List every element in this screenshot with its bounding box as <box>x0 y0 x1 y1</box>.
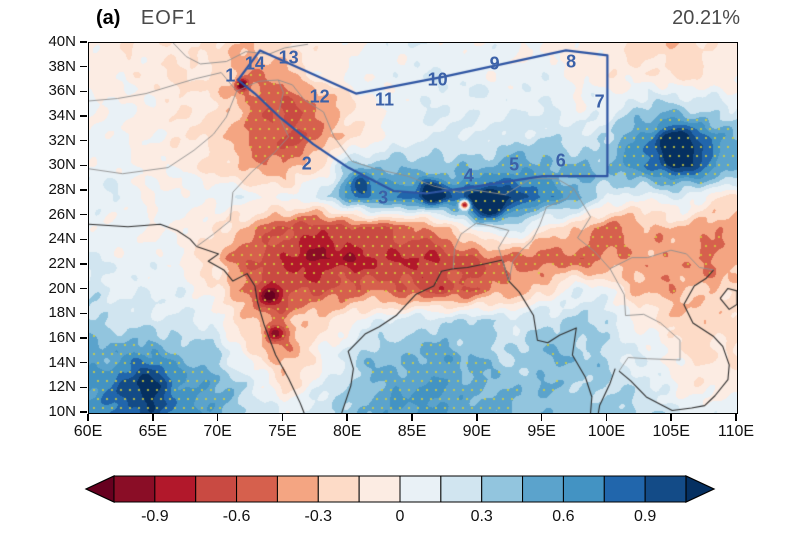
y-tick-label: 34N <box>48 107 76 124</box>
colorbar-tick-label: -0.9 <box>141 508 169 525</box>
y-tick-mark <box>80 337 87 339</box>
colorbar-segment <box>481 475 524 503</box>
colorbar-segment <box>644 475 687 503</box>
x-tick-label: 105E <box>652 423 690 440</box>
colorbar-segment <box>154 475 197 503</box>
y-tick-mark <box>80 263 87 265</box>
y-tick-label: 22N <box>48 255 76 272</box>
x-tick-label: 80E <box>332 423 362 440</box>
y-tick-mark <box>80 115 87 117</box>
y-tick-mark <box>80 164 87 167</box>
y-tick-mark <box>80 41 87 43</box>
colorbar-arrow-right <box>685 475 716 503</box>
y-tick-mark <box>80 65 87 68</box>
x-tick-mark <box>476 414 478 421</box>
x-tick-mark <box>735 414 737 421</box>
y-tick-label: 12N <box>48 378 76 396</box>
y-tick-label: 36N <box>48 82 76 100</box>
colorbar-segment <box>276 475 319 503</box>
colorbar-tick-label: -0.3 <box>304 508 332 525</box>
y-tick-mark <box>80 213 87 216</box>
x-tick-label: 90E <box>462 423 492 440</box>
colorbar-segment <box>522 475 564 503</box>
map-canvas <box>89 43 737 413</box>
x-tick-mark <box>87 414 89 421</box>
y-tick-mark <box>80 139 87 142</box>
y-tick-mark <box>80 411 87 413</box>
x-tick-mark <box>605 414 608 421</box>
x-tick-mark <box>670 414 672 421</box>
colorbar-segment <box>195 475 238 503</box>
x-tick-mark <box>540 414 543 421</box>
colorbar-segment <box>236 475 278 503</box>
y-tick-label: 24N <box>48 230 76 248</box>
y-tick-mark <box>80 386 87 389</box>
y-tick-label: 38N <box>48 57 76 75</box>
colorbar-segment <box>562 475 605 503</box>
colorbar-tick-label: -0.6 <box>223 508 251 525</box>
x-tick-label: 70E <box>203 423 232 440</box>
colorbar-tick-label: 0.6 <box>552 508 574 525</box>
y-tick-label: 26N <box>48 205 76 223</box>
y-tick-label: 16N <box>48 329 76 346</box>
y-tick-mark <box>80 189 87 191</box>
colorbar: -0.9 -0.6 -0.3 0 0.3 0.6 0.9 <box>84 470 716 530</box>
x-tick-label: 110E <box>717 423 755 440</box>
x-tick-label: 95E <box>527 423 556 440</box>
y-tick-mark <box>80 312 87 315</box>
x-tick-mark <box>281 414 284 421</box>
figure-title: EOF1 <box>140 7 198 29</box>
x-tick-mark <box>411 414 413 421</box>
colorbar-segment <box>113 475 156 503</box>
x-tick-label: 75E <box>268 423 297 440</box>
y-tick-mark <box>80 361 87 364</box>
y-tick-label: 32N <box>48 131 76 149</box>
colorbar-segment <box>603 475 646 503</box>
panel-label: (a) <box>96 7 121 29</box>
variance-percentage: 20.21% <box>672 7 740 29</box>
y-tick-label: 14N <box>48 353 76 371</box>
y-tick-label: 20N <box>48 279 76 297</box>
colorbar-segment <box>399 475 442 503</box>
y-tick-mark <box>80 238 87 241</box>
y-tick-label: 40N <box>48 33 76 50</box>
figure-header: (a) EOF1 <box>96 7 197 30</box>
colorbar-tick-label: 0.9 <box>634 508 656 525</box>
y-tick-label: 28N <box>48 181 76 198</box>
colorbar-tick-label: 0 <box>396 508 405 525</box>
x-tick-label: 100E <box>587 423 626 440</box>
x-tick-label: 65E <box>138 423 168 440</box>
y-tick-mark <box>80 90 87 93</box>
colorbar-arrow-left <box>84 475 115 503</box>
y-tick-label: 10N <box>48 403 76 420</box>
y-tick-label: 30N <box>48 156 76 174</box>
x-tick-mark <box>346 414 348 421</box>
colorbar-segment <box>440 475 483 503</box>
colorbar-tick-label: 0.3 <box>471 508 493 525</box>
y-tick-label: 18N <box>48 304 76 322</box>
y-tick-mark <box>80 287 87 290</box>
map-plot-area: 1 2 3 4 5 6 7 8 9 10 11 12 13 14 <box>88 42 738 414</box>
colorbar-segment <box>317 475 360 503</box>
x-tick-mark <box>152 414 154 421</box>
x-tick-label: 60E <box>73 423 103 440</box>
x-tick-label: 85E <box>397 423 427 440</box>
x-tick-mark <box>216 414 219 421</box>
colorbar-segment <box>358 475 401 503</box>
